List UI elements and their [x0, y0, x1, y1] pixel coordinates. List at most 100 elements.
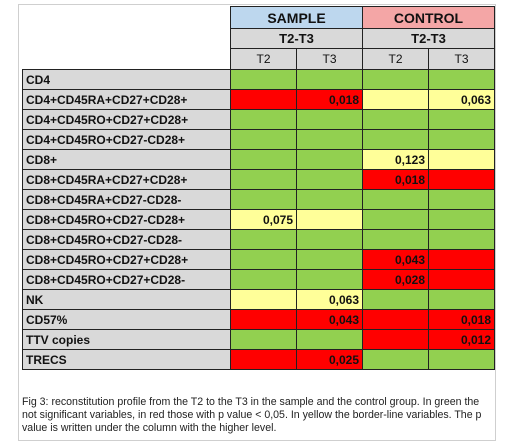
table-row: CD8+CD45RA+CD27-CD28-	[22, 189, 495, 210]
table-row: CD4+CD45RO+CD27+CD28+	[22, 109, 495, 130]
control-t3-cell	[428, 289, 495, 310]
reconstitution-table: SAMPLE CONTROL T2-T3 T2-T3 T2 T3 T2 T3 C…	[22, 6, 495, 370]
control-t3-header: T3	[428, 48, 495, 70]
control-t3-cell: 0,012	[428, 329, 495, 350]
row-label: CD8+CD45RO+CD27+CD28-	[22, 269, 231, 290]
control-t2-cell	[362, 129, 429, 150]
sample-t3-cell	[296, 109, 363, 130]
table-row: CD8+CD45RO+CD27+CD28+ 0,043	[22, 249, 495, 270]
sample-t2-cell: 0,075	[230, 209, 297, 230]
control-t3-cell	[428, 349, 495, 370]
control-t3-cell	[428, 149, 495, 170]
sample-t3-cell	[296, 69, 363, 90]
control-header: CONTROL	[362, 6, 495, 29]
sample-t3-cell: 0,018	[296, 89, 363, 110]
control-t3-cell	[428, 109, 495, 130]
sample-t3-header: T3	[296, 48, 363, 70]
control-t3-cell	[428, 269, 495, 290]
control-t3-cell	[428, 69, 495, 90]
control-t2-cell	[362, 329, 429, 350]
row-label: CD8+CD45RA+CD27-CD28-	[22, 189, 231, 210]
control-t3-cell	[428, 169, 495, 190]
row-label: CD4+CD45RO+CD27-CD28+	[22, 129, 231, 150]
control-t2-cell	[362, 309, 429, 330]
row-label: CD8+CD45RO+CD27-CD28+	[22, 209, 231, 230]
table-row: CD8+ 0,123	[22, 149, 495, 170]
control-range-header: T2-T3	[362, 28, 495, 49]
sample-t2-cell	[230, 229, 297, 250]
table-row: CD8+CD45RO+CD27-CD28+ 0,075	[22, 209, 495, 230]
row-label: CD57%	[22, 309, 231, 330]
corner-cell	[23, 7, 231, 29]
sample-t2-cell	[230, 269, 297, 290]
table-row: CD4+CD45RO+CD27-CD28+	[22, 129, 495, 150]
row-label: CD8+CD45RO+CD27+CD28+	[22, 249, 231, 270]
sample-t2-cell	[230, 169, 297, 190]
sample-t3-cell	[296, 249, 363, 270]
sample-t2-cell	[230, 189, 297, 210]
figure-caption: Fig 3: reconstitution profile from the T…	[22, 396, 482, 434]
row-label: NK	[22, 289, 231, 310]
control-t2-cell: 0,123	[362, 149, 429, 170]
sample-t2-header: T2	[230, 48, 297, 70]
table-row: CD8+CD45RO+CD27-CD28-	[22, 229, 495, 250]
table-row: CD57% 0,043 0,018	[22, 309, 495, 330]
sample-t3-cell	[296, 149, 363, 170]
sample-t2-cell	[230, 89, 297, 110]
control-t3-cell	[428, 129, 495, 150]
control-t3-cell	[428, 189, 495, 210]
row-label: CD4+CD45RO+CD27+CD28+	[22, 109, 231, 130]
sample-range-header: T2-T3	[230, 28, 363, 49]
row-label: TTV copies	[22, 329, 231, 350]
control-t2-cell: 0,043	[362, 249, 429, 270]
sample-t3-cell	[296, 189, 363, 210]
control-t3-cell	[428, 229, 495, 250]
sample-header: SAMPLE	[230, 6, 363, 29]
control-t2-cell	[362, 289, 429, 310]
corner-cell	[23, 29, 231, 49]
control-t2-cell	[362, 229, 429, 250]
sample-t2-cell	[230, 329, 297, 350]
sample-t3-cell	[296, 329, 363, 350]
control-t3-cell	[428, 249, 495, 270]
sample-t3-cell	[296, 229, 363, 250]
row-label: CD8+CD45RO+CD27-CD28-	[22, 229, 231, 250]
control-t2-cell: 0,018	[362, 169, 429, 190]
sample-t2-cell	[230, 289, 297, 310]
sample-t2-cell	[230, 309, 297, 330]
table-row: CD8+CD45RO+CD27+CD28- 0,028	[22, 269, 495, 290]
control-t2-cell	[362, 189, 429, 210]
table-row: NK 0,063	[22, 289, 495, 310]
control-t2-cell	[362, 89, 429, 110]
control-t3-cell: 0,063	[428, 89, 495, 110]
sample-t2-cell	[230, 249, 297, 270]
sample-t3-cell: 0,025	[296, 349, 363, 370]
table-row: TRECS 0,025	[22, 349, 495, 370]
sample-t2-cell	[230, 129, 297, 150]
table-row: CD4	[22, 69, 495, 90]
sample-t2-cell	[230, 349, 297, 370]
sample-t2-cell	[230, 149, 297, 170]
corner-cell	[23, 49, 231, 70]
table-row: CD4+CD45RA+CD27+CD28+ 0,018 0,063	[22, 89, 495, 110]
sample-t3-cell	[296, 269, 363, 290]
control-t2-cell	[362, 109, 429, 130]
sample-t3-cell: 0,063	[296, 289, 363, 310]
sample-t2-cell	[230, 109, 297, 130]
sample-t2-cell	[230, 69, 297, 90]
row-label: CD8+	[22, 149, 231, 170]
row-label: CD8+CD45RA+CD27+CD28+	[22, 169, 231, 190]
control-t2-cell: 0,028	[362, 269, 429, 290]
sample-t3-cell	[296, 169, 363, 190]
table-row: TTV copies 0,012	[22, 329, 495, 350]
control-t2-cell	[362, 69, 429, 90]
sample-t3-cell: 0,043	[296, 309, 363, 330]
row-label: CD4	[22, 69, 231, 90]
table-row: CD8+CD45RA+CD27+CD28+ 0,018	[22, 169, 495, 190]
control-t2-cell	[362, 209, 429, 230]
control-t2-header: T2	[362, 48, 429, 70]
control-t3-cell: 0,018	[428, 309, 495, 330]
row-label: TRECS	[22, 349, 231, 370]
sample-t3-cell	[296, 129, 363, 150]
row-label: CD4+CD45RA+CD27+CD28+	[22, 89, 231, 110]
